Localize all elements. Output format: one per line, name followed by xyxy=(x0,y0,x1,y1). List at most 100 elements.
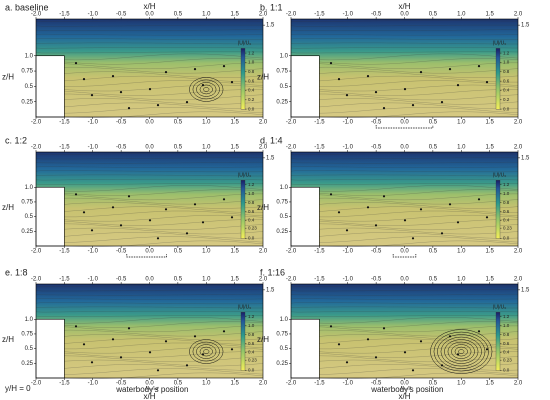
x-tick-label: 1.0 xyxy=(202,120,211,126)
x-axis-label: x/H xyxy=(399,2,411,11)
x-tick-label: -1.0 xyxy=(343,381,354,387)
flow-arrow xyxy=(345,94,349,97)
flow-arrow xyxy=(164,71,168,74)
streamline xyxy=(290,236,519,243)
y-tick-label: 1.0 xyxy=(280,53,289,59)
x-tick-label: 1.0 xyxy=(457,145,466,151)
streamline xyxy=(35,294,263,296)
y-tick-label: 1.5 xyxy=(521,23,530,29)
x-tick-label: -0.5 xyxy=(371,120,382,126)
flow-arrow xyxy=(156,104,160,107)
x-tick-label: 0.0 xyxy=(400,12,409,18)
x-tick-label: 1.0 xyxy=(457,12,466,18)
streamline xyxy=(290,311,519,313)
x-tick-label: 2.0 xyxy=(514,120,523,126)
y-tick-label: 1.5 xyxy=(266,155,275,161)
x-tick-label: -0.5 xyxy=(116,249,127,255)
flow-arrow xyxy=(374,224,378,227)
streamline xyxy=(290,210,519,218)
x-tick-label: 1.5 xyxy=(230,249,239,255)
streamline xyxy=(35,302,264,304)
colorbar-tick-label: 0.23 xyxy=(503,225,512,230)
flow-arrow xyxy=(382,195,386,198)
flow-arrow xyxy=(374,91,378,94)
streamline xyxy=(290,306,518,309)
x-tick-label: -0.5 xyxy=(116,120,127,126)
y-tick-label: 1.5 xyxy=(521,287,530,293)
flow-arrow xyxy=(419,71,423,74)
streamline xyxy=(35,311,264,313)
streamline xyxy=(35,372,264,380)
flow-arrow xyxy=(148,351,152,354)
streamline xyxy=(290,347,519,354)
streamline xyxy=(290,342,519,350)
streamline xyxy=(290,102,519,110)
vortex xyxy=(451,344,472,359)
colorbar-tick-label: 0.23 xyxy=(248,357,257,362)
flow-arrow xyxy=(337,78,341,81)
vortex xyxy=(199,84,213,95)
x-tick-label: -1.5 xyxy=(59,145,70,151)
x-tick-label: -1.0 xyxy=(343,145,354,151)
panel-title: e. 1:8 xyxy=(5,267,28,277)
vortex xyxy=(199,346,213,357)
x-tick-label: 2.0 xyxy=(514,381,523,387)
building xyxy=(290,186,320,247)
flow-field xyxy=(36,284,263,378)
streamline xyxy=(35,71,264,78)
x-tick-label: 2.0 xyxy=(514,145,523,151)
y-tick-label: 0.75 xyxy=(276,332,288,338)
x-tick-label: 2.0 xyxy=(514,249,523,255)
streamline xyxy=(35,157,264,160)
flow-arrow xyxy=(403,351,407,354)
x-tick-label: 2.0 xyxy=(259,12,268,18)
flow-arrow xyxy=(440,101,444,104)
y-axis-label: z/H xyxy=(257,203,269,212)
building xyxy=(35,318,65,379)
colorbar-tick-label: 0.6 xyxy=(248,78,255,83)
colorbar-tick-label: 1.0 xyxy=(503,191,510,196)
panel-title: a. baseline xyxy=(5,2,49,12)
x-tick-label: 2.0 xyxy=(259,145,268,151)
flow-arrow xyxy=(193,203,197,206)
flow-arrow xyxy=(403,219,407,222)
flow-arrow xyxy=(374,356,378,359)
colorbar-tick-label: 1.0 xyxy=(248,60,255,65)
colorbar-tick-label: 0.0 xyxy=(248,236,255,241)
flow-arrow xyxy=(448,68,452,71)
x-tick-label: 1.5 xyxy=(485,381,494,387)
vortex xyxy=(437,334,486,369)
streamline xyxy=(290,42,518,45)
streamline xyxy=(290,355,519,362)
waterbody-bracket xyxy=(146,386,159,390)
panel-title: d. 1:4 xyxy=(260,135,283,145)
streamline xyxy=(290,215,519,222)
streamline xyxy=(35,89,264,96)
colorbar-tick-label: 1.2 xyxy=(248,182,255,187)
flow-arrow xyxy=(411,237,415,240)
x-tick-label: 1.5 xyxy=(230,277,239,283)
streamline xyxy=(35,107,264,114)
flow-arrow xyxy=(90,229,94,232)
flow-field xyxy=(291,152,518,246)
annotation: waterbody's position xyxy=(370,385,443,394)
x-tick-label: -2.0 xyxy=(31,381,42,387)
streamline xyxy=(35,325,263,333)
y-tick-label: 0.75 xyxy=(21,69,33,75)
panel xyxy=(35,283,264,380)
colorbar-tick-label: 0.8 xyxy=(503,200,510,205)
flow-arrow xyxy=(456,84,460,87)
streamline xyxy=(290,189,519,196)
flow-arrow xyxy=(440,232,444,235)
vortex xyxy=(203,87,210,92)
streamline xyxy=(290,240,519,248)
vortex xyxy=(189,339,224,364)
streamline xyxy=(290,29,519,31)
streamline xyxy=(290,338,519,345)
flow-arrow xyxy=(345,361,349,364)
x-tick-label: -1.5 xyxy=(59,120,70,126)
waterbody-bracket xyxy=(401,386,411,390)
colorbar-tick-label: 0.0 xyxy=(503,368,510,373)
annotation: y/H = 0 xyxy=(5,384,31,393)
flow-arrow xyxy=(329,325,333,328)
